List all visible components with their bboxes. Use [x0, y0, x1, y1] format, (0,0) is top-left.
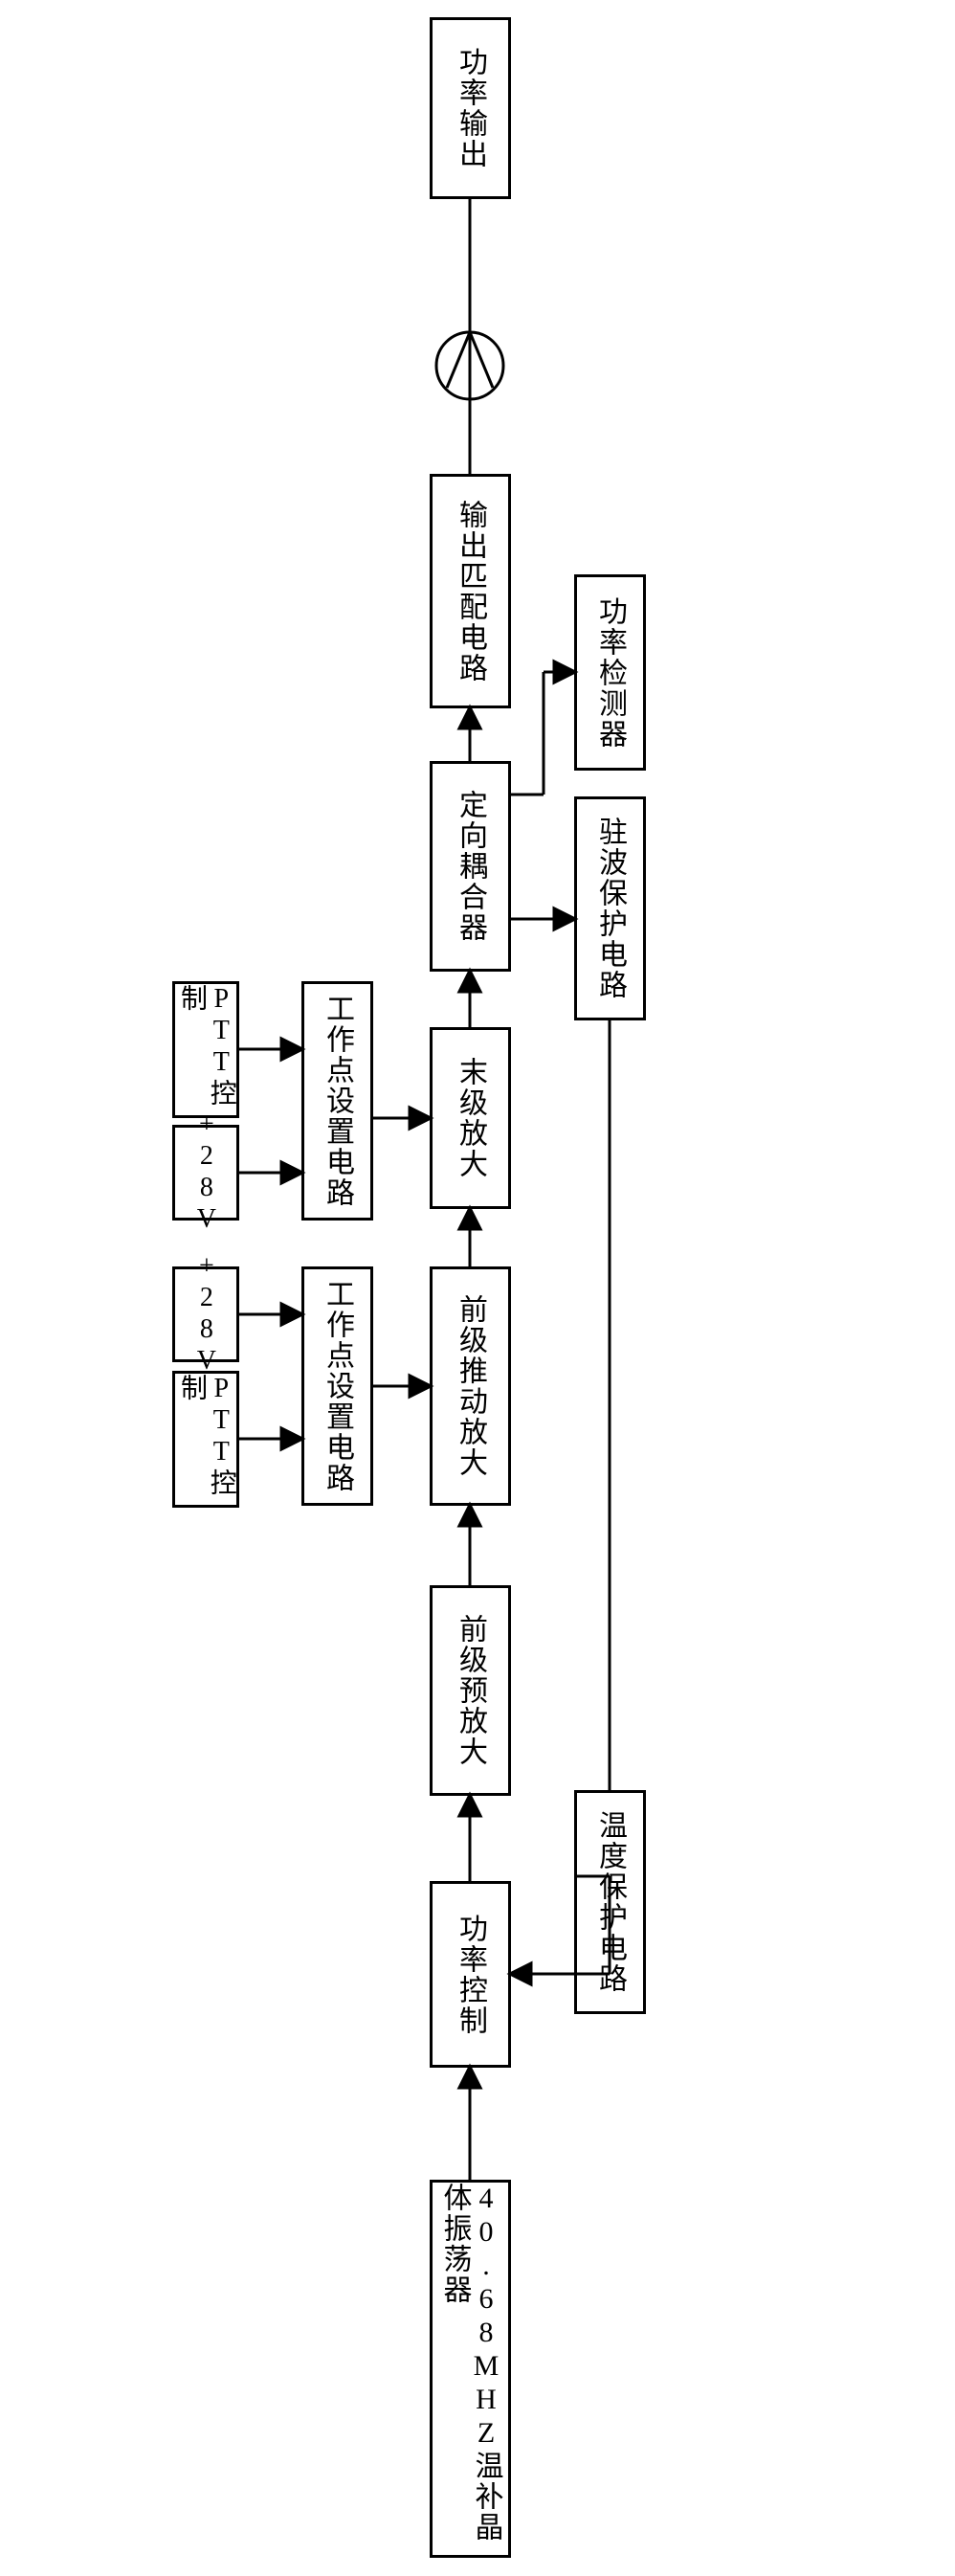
node-label: 定向耦合器 — [455, 790, 486, 943]
node-label: 温度保护电路 — [594, 1810, 626, 1994]
node-label: PTT控制 — [176, 984, 235, 1115]
node-swr-protect: 驻波保护电路 — [574, 796, 646, 1020]
node-power-output: 功率输出 — [430, 17, 511, 199]
node-label: 前级推动放大 — [455, 1294, 486, 1478]
node-power-detector: 功率检测器 — [574, 574, 646, 771]
node-oscillator: 40.68MHZ温补晶体振荡器 — [430, 2180, 511, 2558]
node-label: 工作点设置电路 — [322, 994, 353, 1208]
node-28v-a: +28V — [172, 1266, 239, 1362]
node-label: +28V — [191, 1251, 221, 1378]
node-label: 功率控制 — [455, 1914, 486, 2036]
node-drive-amp: 前级推动放大 — [430, 1266, 511, 1506]
node-label: 末级放大 — [455, 1057, 486, 1179]
node-label: +28V — [191, 1109, 221, 1236]
node-label: 40.68MHZ温补晶体振荡器 — [439, 2183, 502, 2555]
node-label: 输出匹配电路 — [455, 500, 486, 683]
node-preamp: 前级预放大 — [430, 1585, 511, 1796]
node-label: 驻波保护电路 — [594, 817, 626, 1000]
node-label: 前级预放大 — [455, 1614, 486, 1767]
node-bias1: 工作点设置电路 — [301, 1266, 373, 1506]
node-ptt1: PTT控制 — [172, 1371, 239, 1508]
node-directional-coupler: 定向耦合器 — [430, 761, 511, 972]
node-label: 工作点设置电路 — [322, 1279, 353, 1493]
node-28v-b: +28V — [172, 1125, 239, 1221]
node-final-amp: 末级放大 — [430, 1027, 511, 1209]
node-label: 功率检测器 — [594, 596, 626, 750]
node-ptt2: PTT控制 — [172, 981, 239, 1118]
node-bias2: 工作点设置电路 — [301, 981, 373, 1221]
node-power-control: 功率控制 — [430, 1881, 511, 2068]
node-label: PTT控制 — [176, 1374, 235, 1505]
node-temp-protect: 温度保护电路 — [574, 1790, 646, 2014]
node-output-match: 输出匹配电路 — [430, 474, 511, 708]
node-label: 功率输出 — [455, 47, 486, 169]
